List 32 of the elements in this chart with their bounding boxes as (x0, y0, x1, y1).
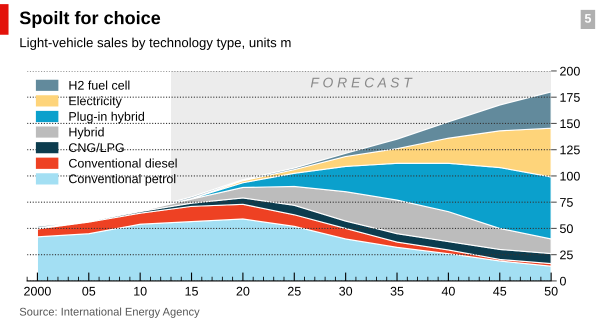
legend-label: Electricity (69, 96, 122, 108)
legend-label: Conventional petrol (69, 174, 176, 186)
y-tick-label: 150 (560, 119, 580, 128)
text: 5 (584, 14, 592, 23)
source-note: Source: International Energy Agency (20, 307, 200, 318)
x-tick-label: 40 (442, 286, 455, 296)
x-tick-label: 45 (493, 286, 506, 296)
x-tick-label: 30 (339, 286, 352, 296)
legend-label: Plug-in hybrid (69, 112, 144, 124)
y-tick-label: 200 (560, 66, 580, 76)
legend-label: H2 fuel cell (69, 80, 130, 90)
legend-label: CNG/LPG (69, 142, 124, 152)
x-tick-label: 50 (544, 286, 558, 296)
y-tick-label: 75 (560, 198, 573, 207)
legend-label: Hybrid (69, 127, 104, 139)
x-tick-label: 20 (236, 286, 250, 296)
legend-label: Conventional diesel (69, 158, 177, 168)
y-tick-label: 175 (560, 93, 580, 102)
y-tick-label: 25 (560, 250, 573, 260)
y-tick-label: 125 (560, 145, 580, 154)
band-label: F O R E C A S T (310, 78, 413, 88)
x-tick-label: 25 (288, 286, 301, 296)
y-tick-label: 50 (560, 224, 573, 234)
chart-title: Spoilt for choice (20, 11, 160, 28)
y-tick-label: 0 (560, 276, 566, 286)
x-tick-label: 05 (82, 286, 96, 296)
x-tick-label: 15 (186, 286, 198, 296)
chart-subtitle: Light-vehicle sales by technology type, units m (20, 38, 291, 50)
x-tick-label: 2000 (24, 286, 51, 296)
x-tick-label: 10 (134, 286, 147, 296)
y-tick-label: 100 (560, 172, 580, 181)
x-tick-label: 35 (390, 286, 404, 296)
